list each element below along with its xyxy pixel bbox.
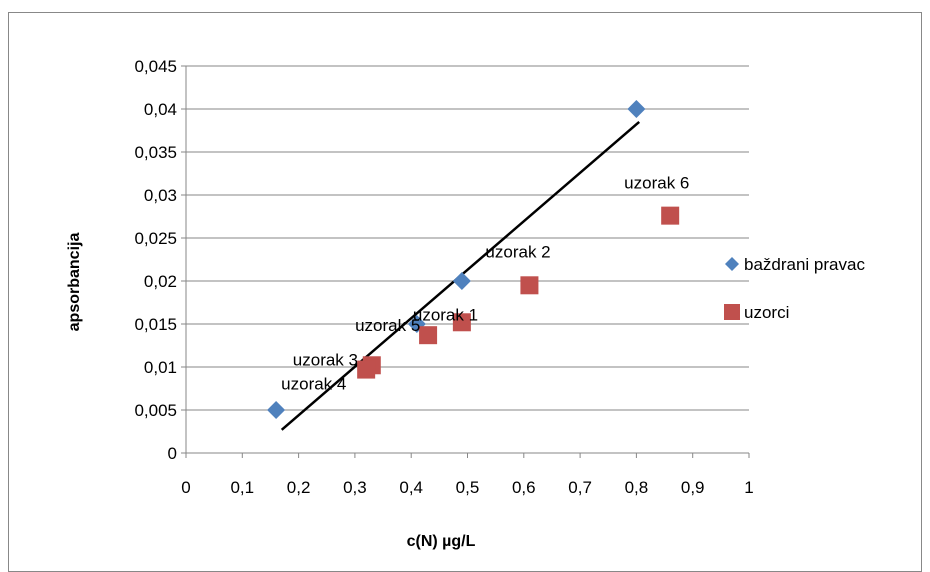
y-axis-title: apsorbancija [66,233,83,332]
x-tick-label: 0,8 [625,478,649,497]
data-points [267,100,680,419]
point-label: uzorak 3 [293,350,358,369]
point-label: uzorak 6 [624,174,689,193]
sample-point [357,360,376,379]
y-tick-label: 0,01 [144,358,177,377]
y-tick-label: 0,045 [134,57,177,76]
calibration-point [627,100,646,118]
y-tick-label: 0,005 [134,401,177,420]
point-label: uzorak 2 [485,242,550,261]
axes [181,65,750,458]
y-tick-labels: 0 0,005 0,01 0,015 0,02 0,025 0,03 0,035 0,04 0,0… [134,57,177,463]
legend-label: baždrani pravac [744,255,865,274]
y-tick-label: 0,04 [144,100,177,119]
x-tick-label: 0 [181,478,190,497]
x-tick-label: 0,2 [287,478,311,497]
sample-point [452,313,471,332]
x-tick-label: 0,1 [230,478,254,497]
calibration-point [452,272,471,290]
legend-marker [724,304,740,320]
y-tick-label: 0,015 [134,315,177,334]
y-tick-label: 0,02 [144,272,177,291]
sample-point [661,206,680,225]
x-tick-label: 0,9 [681,478,705,497]
legend: baždrani pravac uzorci [724,255,865,322]
legend-label: uzorci [744,303,789,322]
point-labels: uzorak 1 uzorak 2 uzorak 3 uzorak 4 uzorak 5… [281,174,689,394]
calibration-point [267,401,286,419]
y-tick-label: 0,03 [144,186,177,205]
x-tick-labels: 0 0,1 0,2 0,3 0,4 0,5 0,6 0,7 0,8 0,9 1 [181,478,753,497]
point-label: uzorak 1 [413,305,478,324]
x-tick-label: 0,6 [512,478,536,497]
legend-marker [725,257,739,271]
scatter-chart: 0 0,1 0,2 0,3 0,4 0,5 0,6 0,7 0,8 0,9 1 0 0,005 0,01… [66,57,865,550]
y-tick-label: 0,025 [134,229,177,248]
x-axis-title: c(N) µg/L [407,533,476,550]
sample-point [520,276,539,295]
sample-point [419,326,438,345]
point-label: uzorak 5 [355,316,420,335]
x-tick-label: 0,4 [399,478,423,497]
x-tick-label: 1 [744,478,753,497]
x-tick-label: 0,7 [568,478,592,497]
y-tick-label: 0,035 [134,143,177,162]
x-tick-label: 0,3 [343,478,367,497]
x-tick-label: 0,5 [456,478,480,497]
y-tick-label: 0 [168,444,177,463]
gridlines [186,65,749,411]
point-label: uzorak 4 [281,375,346,394]
